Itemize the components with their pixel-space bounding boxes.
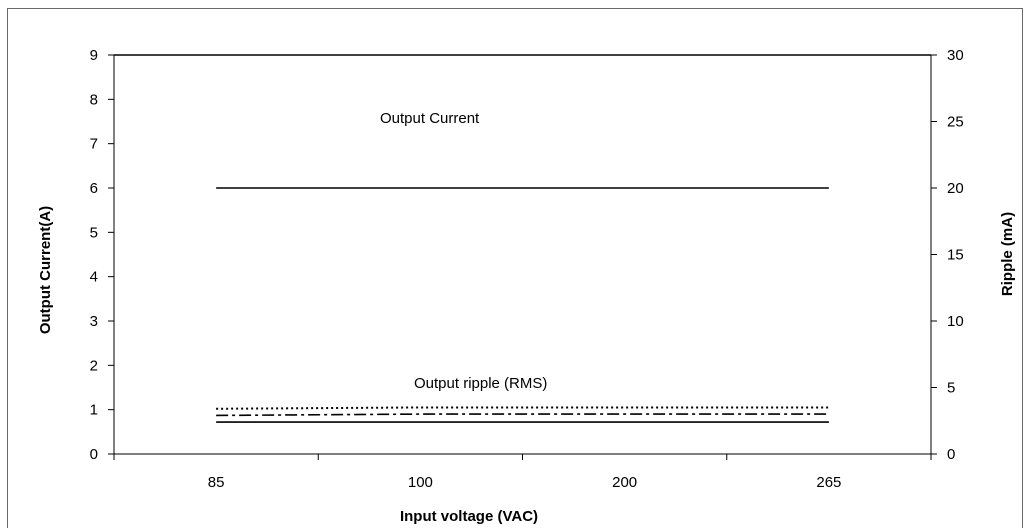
y2-tick-label: 10 [947, 313, 964, 330]
y-tick-label: 8 [90, 91, 98, 108]
y-tick-label: 2 [90, 357, 98, 374]
y-tick-label: 9 [90, 47, 98, 64]
y2-axis-title: Ripple (mA) [999, 212, 1016, 296]
axes [114, 55, 931, 454]
annotation-output-current: Output Current [380, 110, 480, 127]
y2-tick-label: 15 [947, 247, 964, 264]
y2-tick-label: 5 [947, 380, 955, 397]
series-line-2 [216, 407, 829, 408]
y-tick-label: 4 [90, 269, 98, 286]
x-tick-label: 100 [408, 474, 433, 491]
annotation-output-ripple: Output ripple (RMS) [414, 375, 547, 392]
ticks: 0 1 2 3 4 5 6 7 8 9 0 5 10 15 20 25 30 85 100 200 265 [90, 47, 964, 491]
y2-tick-label: 20 [947, 180, 964, 197]
y-axis-title: Output Current(A) [37, 206, 54, 334]
y2-tick-label: 25 [947, 114, 964, 131]
x-tick-label: 200 [612, 474, 637, 491]
x-tick-label: 265 [816, 474, 841, 491]
y-tick-label: 7 [90, 136, 98, 153]
y-tick-label: 5 [90, 224, 98, 241]
y-tick-label: 6 [90, 180, 98, 197]
y-tick-label: 1 [90, 402, 98, 419]
y-tick-label: 0 [90, 446, 98, 463]
series-line-3 [216, 414, 829, 415]
y2-tick-label: 30 [947, 47, 964, 64]
x-axis-title: Input voltage (VAC) [400, 508, 538, 525]
y2-tick-label: 0 [947, 446, 955, 463]
y-tick-label: 3 [90, 313, 98, 330]
x-tick-label: 85 [208, 474, 225, 491]
